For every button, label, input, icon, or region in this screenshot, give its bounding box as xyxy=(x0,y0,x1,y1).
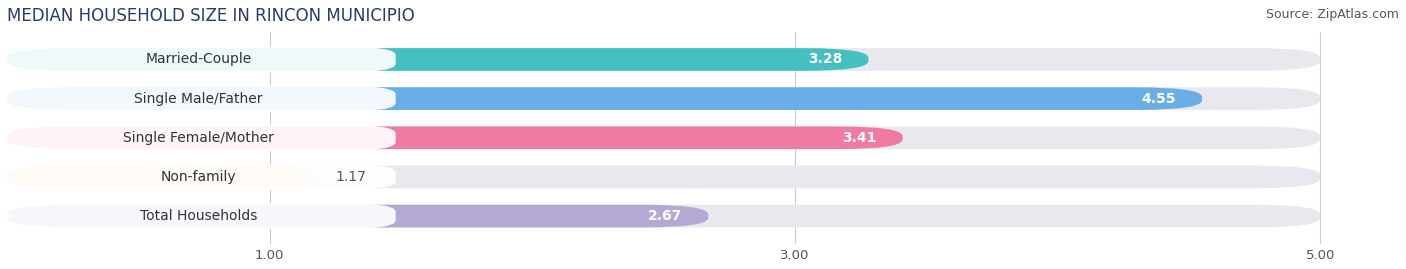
Text: 4.55: 4.55 xyxy=(1142,92,1175,106)
Text: Source: ZipAtlas.com: Source: ZipAtlas.com xyxy=(1265,8,1399,21)
Text: Total Households: Total Households xyxy=(141,209,257,223)
FancyBboxPatch shape xyxy=(1,47,395,73)
FancyBboxPatch shape xyxy=(7,87,1202,110)
Text: Non-family: Non-family xyxy=(160,170,236,184)
FancyBboxPatch shape xyxy=(1,164,395,190)
FancyBboxPatch shape xyxy=(7,126,1320,149)
FancyBboxPatch shape xyxy=(7,166,1320,188)
Text: Married-Couple: Married-Couple xyxy=(146,52,252,66)
FancyBboxPatch shape xyxy=(1,125,395,151)
Text: 1.17: 1.17 xyxy=(335,170,366,184)
FancyBboxPatch shape xyxy=(7,126,903,149)
FancyBboxPatch shape xyxy=(7,205,1320,228)
Text: 3.41: 3.41 xyxy=(842,131,876,145)
Text: 3.28: 3.28 xyxy=(808,52,842,66)
FancyBboxPatch shape xyxy=(1,203,395,229)
Text: MEDIAN HOUSEHOLD SIZE IN RINCON MUNICIPIO: MEDIAN HOUSEHOLD SIZE IN RINCON MUNICIPI… xyxy=(7,7,415,25)
Text: Single Male/Father: Single Male/Father xyxy=(135,92,263,106)
FancyBboxPatch shape xyxy=(7,166,315,188)
FancyBboxPatch shape xyxy=(7,205,709,228)
Text: 2.67: 2.67 xyxy=(648,209,682,223)
FancyBboxPatch shape xyxy=(7,48,869,71)
Text: Single Female/Mother: Single Female/Mother xyxy=(124,131,274,145)
FancyBboxPatch shape xyxy=(7,48,1320,71)
FancyBboxPatch shape xyxy=(1,86,395,112)
FancyBboxPatch shape xyxy=(7,87,1320,110)
